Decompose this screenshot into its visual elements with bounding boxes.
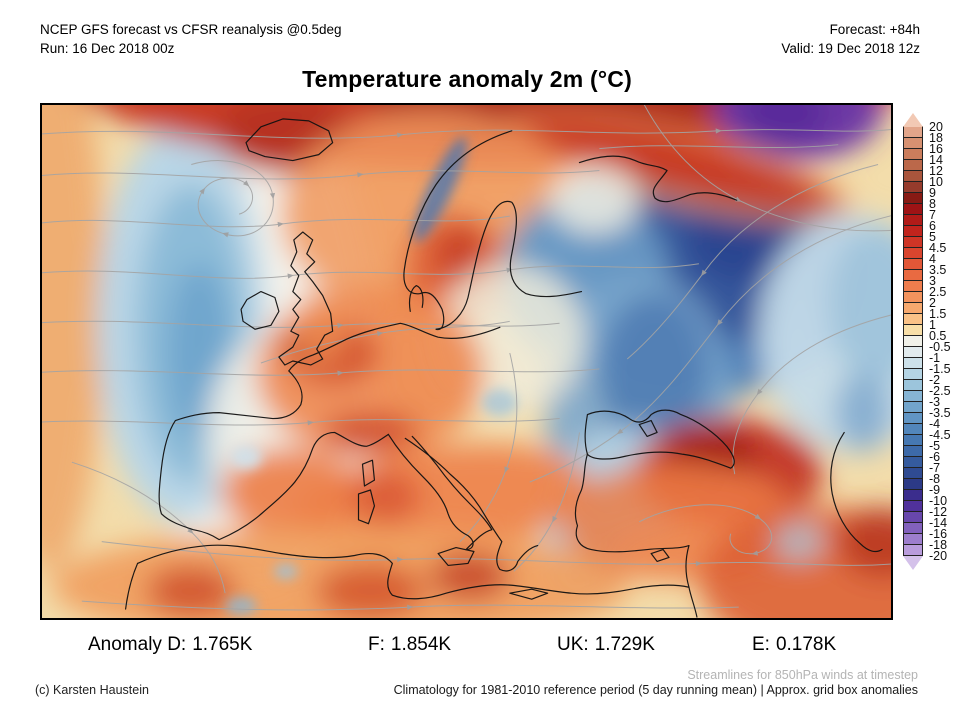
anomaly-shading-detail <box>225 136 518 616</box>
colorbar-label: -8 <box>929 472 941 486</box>
colorbar-label: 3 <box>929 274 936 288</box>
colorbar-label: -16 <box>929 527 948 541</box>
colorbar-label: 16 <box>929 142 943 156</box>
streamline-note: Streamlines for 850hPa winds at timestep <box>687 668 918 682</box>
colorbar-label: -4.5 <box>929 428 951 442</box>
colorbar-label: 6 <box>929 219 936 233</box>
colorbar-label: -4 <box>929 417 941 431</box>
valid-line: Valid: 19 Dec 2018 12z <box>781 41 920 56</box>
anomaly-stat-d: Anomaly D: 1.765K <box>88 634 253 655</box>
colorbar-label: -1.5 <box>929 362 951 376</box>
colorbar-label: 8 <box>929 197 936 211</box>
colorbar-label: 2 <box>929 296 936 310</box>
wind-streamlines <box>42 105 891 611</box>
copyright-note: (c) Karsten Haustein <box>35 683 149 697</box>
colorbar-label: -18 <box>929 538 948 552</box>
colorbar-label: 20 <box>929 120 943 134</box>
colorbar-label: -5 <box>929 439 941 453</box>
anomaly-stats-row: Anomaly D: 1.765K F: 1.854K UK: 1.729K E: 0.… <box>0 634 960 660</box>
colorbar-label: 3.5 <box>929 263 947 277</box>
page-title: Temperature anomaly 2m (°C) <box>302 66 632 92</box>
colorbar-label: -2 <box>929 373 941 387</box>
colorbar-arrow-bottom <box>903 556 923 570</box>
footer-notes: Streamlines for 850hPa winds at timestep… <box>394 668 918 698</box>
temperature-anomaly-map <box>40 103 893 620</box>
header-left: NCEP GFS forecast vs CFSR reanalysis @0.… <box>40 20 342 58</box>
forecast-line: Forecast: +84h <box>829 22 920 37</box>
map-canvas <box>42 105 891 618</box>
colorbar-label: 0.5 <box>929 329 947 343</box>
colorbar-label: 18 <box>929 131 943 145</box>
climatology-note: Climatology for 1981-2010 reference peri… <box>393 683 918 697</box>
colorbar-label: 4 <box>929 252 936 266</box>
colorbar-label: 2.5 <box>929 285 947 299</box>
colorbar-label: -14 <box>929 516 948 530</box>
colorbar-cell <box>903 544 923 556</box>
colorbar-label: 4.5 <box>929 241 947 255</box>
colorbar-label: 1 <box>929 318 936 332</box>
colorbar-arrow-top <box>903 113 923 127</box>
run-line: Run: 16 Dec 2018 00z <box>40 41 175 56</box>
colorbar-label: 10 <box>929 175 943 189</box>
colorbar-label: -6 <box>929 450 941 464</box>
colorbar-label: -3.5 <box>929 406 951 420</box>
anomaly-stat-e: E: 0.178K <box>752 634 837 655</box>
anomaly-stat-f: F: 1.854K <box>368 634 452 655</box>
colorbar-label: 1.5 <box>929 307 947 321</box>
colorbar: 20 18 16 14 12 10 9 8 7 6 5 4.5 4 3.5 3 2.5 2 1.5 1 0.5 -0.5… <box>903 113 960 570</box>
colorbar-label: 7 <box>929 208 936 222</box>
colorbar-label: -0.5 <box>929 340 951 354</box>
colorbar-label: 14 <box>929 153 943 167</box>
header-right: Forecast: +84h Valid: 19 Dec 2018 12z <box>781 20 920 58</box>
colorbar-label: 5 <box>929 230 936 244</box>
model-line: NCEP GFS forecast vs CFSR reanalysis @0.… <box>40 22 342 37</box>
colorbar-label: -9 <box>929 483 941 497</box>
colorbar-label: 12 <box>929 164 943 178</box>
coastlines <box>125 118 883 618</box>
colorbar-label: -3 <box>929 395 941 409</box>
anomaly-stat-uk: UK: 1.729K <box>557 634 655 655</box>
anomaly-shading <box>42 105 891 618</box>
colorbar-label: -2.5 <box>929 384 951 398</box>
colorbar-label: 9 <box>929 186 936 200</box>
colorbar-label: -12 <box>929 505 948 519</box>
colorbar-label: -20 <box>929 549 948 563</box>
colorbar-label: -7 <box>929 461 941 475</box>
colorbar-label: -1 <box>929 351 941 365</box>
colorbar-label: -10 <box>929 494 948 508</box>
